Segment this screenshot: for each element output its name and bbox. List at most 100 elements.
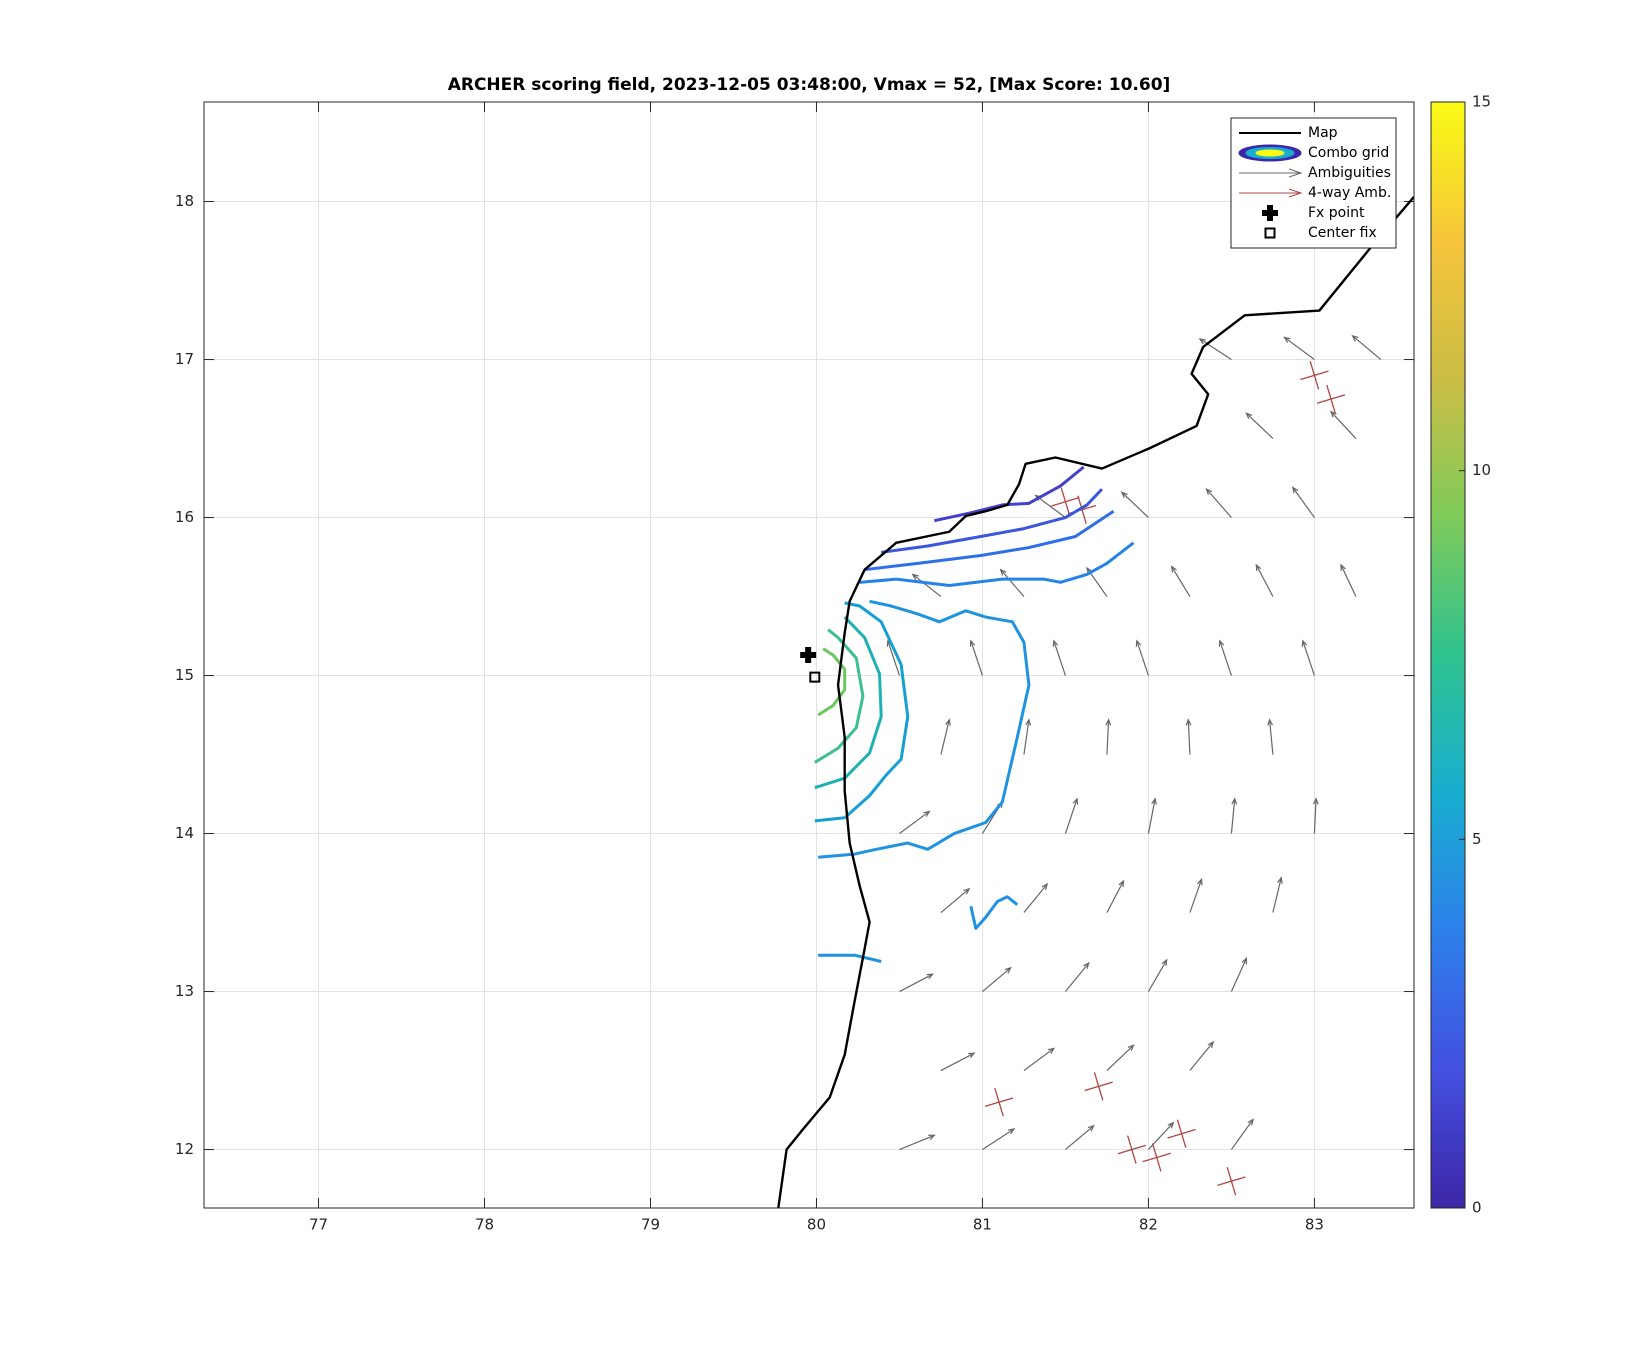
- ambiguity-arrow: [1185, 718, 1192, 755]
- legend-label: Fx point: [1308, 205, 1365, 221]
- arrow-head: [969, 639, 976, 647]
- ambiguity-arrow: [1205, 487, 1232, 518]
- legend-label: Combo grid: [1308, 145, 1389, 161]
- coastline: [777, 196, 1414, 1208]
- center-fix: [809, 671, 821, 683]
- four-way-shaft: [1081, 509, 1087, 524]
- legend-arrowhead: [1288, 188, 1303, 198]
- four-way-shaft: [1093, 1072, 1100, 1087]
- arrow-shaft: [899, 810, 930, 835]
- x-tick-label: 80: [807, 1216, 826, 1234]
- arrow-head: [1277, 876, 1283, 884]
- arrow-shaft: [1230, 798, 1236, 834]
- arrow-head: [1245, 412, 1253, 420]
- ambiguity-arrow: [1147, 797, 1157, 834]
- arrow-head: [1205, 487, 1213, 495]
- four-way-amb: [984, 1087, 1014, 1117]
- four-way-shaft: [1156, 1152, 1171, 1159]
- four-way-shaft: [994, 1087, 1000, 1103]
- colorbar-tick-label: 5: [1472, 830, 1482, 848]
- ambiguity-arrow: [899, 1134, 936, 1151]
- x-tick-label: 83: [1305, 1216, 1324, 1234]
- four-way-shaft: [1316, 398, 1332, 404]
- four-way-shaft: [1217, 1180, 1232, 1186]
- arrow-shaft: [1053, 640, 1067, 676]
- four-way-shaft: [1156, 1157, 1162, 1172]
- y-tick-label: 17: [175, 350, 194, 368]
- arrow-head: [1351, 334, 1359, 342]
- ambiguity-arrow: [940, 1052, 976, 1072]
- four-way-amb: [1300, 361, 1329, 390]
- ambiguity-arrow: [1105, 718, 1112, 755]
- ambiguity-arrow: [899, 973, 935, 993]
- arrow-head: [1083, 961, 1090, 970]
- x-tick-label: 79: [641, 1216, 660, 1234]
- ambiguity-arrow: [1230, 1118, 1254, 1150]
- legend-label: Center fix: [1308, 225, 1377, 241]
- x-tick-label: 81: [973, 1216, 992, 1234]
- score-contour: [817, 599, 1031, 859]
- arrow-head: [1301, 639, 1308, 647]
- four-way-shaft: [1309, 361, 1316, 376]
- legend-label: 4-way Amb.: [1308, 185, 1391, 201]
- four-way-shaft: [1142, 1156, 1157, 1163]
- ambiguity-arrow: [1064, 961, 1090, 992]
- arrow-shaft: [1340, 564, 1357, 597]
- arrow-head: [1291, 486, 1299, 494]
- score-contour: [814, 616, 883, 790]
- legend-arrowhead: [1288, 168, 1303, 178]
- colorbar: [1430, 101, 1466, 1209]
- four-way-shaft: [1081, 504, 1097, 511]
- four-way-shaft: [1151, 1143, 1158, 1158]
- arrow-shaft: [1106, 1044, 1134, 1071]
- ambiguity-arrow: [1230, 797, 1238, 834]
- score-contour: [817, 647, 847, 717]
- legend-ellipse: [1255, 149, 1285, 157]
- arrow-shaft: [1106, 719, 1110, 755]
- arrow-shaft: [1147, 959, 1168, 992]
- arrow-head: [1086, 566, 1093, 575]
- arrow-head: [1329, 410, 1337, 418]
- arrow-shaft: [1302, 640, 1315, 676]
- arrow-shaft: [1064, 798, 1078, 834]
- four-way-amb: [1084, 1072, 1113, 1101]
- score-contour: [814, 601, 910, 823]
- arrow-head: [945, 718, 951, 726]
- four-way-shaft: [1065, 496, 1080, 503]
- arrow-shaft: [1352, 335, 1382, 360]
- arrow-head: [963, 887, 971, 895]
- ambiguity-arrow: [1198, 338, 1232, 361]
- four-way-shaft: [1314, 370, 1329, 376]
- arrow-shaft: [1187, 719, 1191, 755]
- ambiguity-arrow: [1064, 797, 1079, 834]
- arrow-head: [923, 810, 931, 817]
- four-way-amb: [1142, 1143, 1171, 1172]
- ambiguity-arrow: [1170, 565, 1191, 597]
- arrow-shaft: [940, 888, 970, 913]
- arrow-head: [1340, 563, 1346, 571]
- arrow-head: [1267, 718, 1273, 726]
- ambiguity-arrow: [1340, 563, 1357, 597]
- arrow-shaft: [940, 1052, 975, 1072]
- x-tick-label: 82: [1139, 1216, 1158, 1234]
- arrow-head: [1025, 718, 1032, 726]
- ambiguity-arrow: [1189, 877, 1203, 913]
- arrow-head: [1151, 797, 1157, 805]
- arrow-head: [1052, 639, 1059, 647]
- ambiguity-arrow: [1283, 336, 1315, 361]
- legend-label: Map: [1308, 125, 1338, 141]
- y-tick-label: 13: [175, 982, 194, 1000]
- four-way-shaft: [998, 1101, 1004, 1117]
- arrow-head: [1004, 966, 1012, 974]
- colorbar-tick-label: 10: [1472, 461, 1491, 479]
- four-way-amb: [1217, 1166, 1246, 1196]
- y-tick-label: 15: [175, 666, 194, 684]
- four-way-shaft: [984, 1101, 1000, 1107]
- ambiguity-arrow: [969, 639, 984, 676]
- ambiguity-arrow: [1120, 491, 1149, 518]
- arrow-shaft: [970, 640, 984, 676]
- four-way-shaft: [1181, 1128, 1196, 1135]
- x-tick-label: 77: [309, 1216, 328, 1234]
- arrow-shaft: [1147, 1122, 1174, 1150]
